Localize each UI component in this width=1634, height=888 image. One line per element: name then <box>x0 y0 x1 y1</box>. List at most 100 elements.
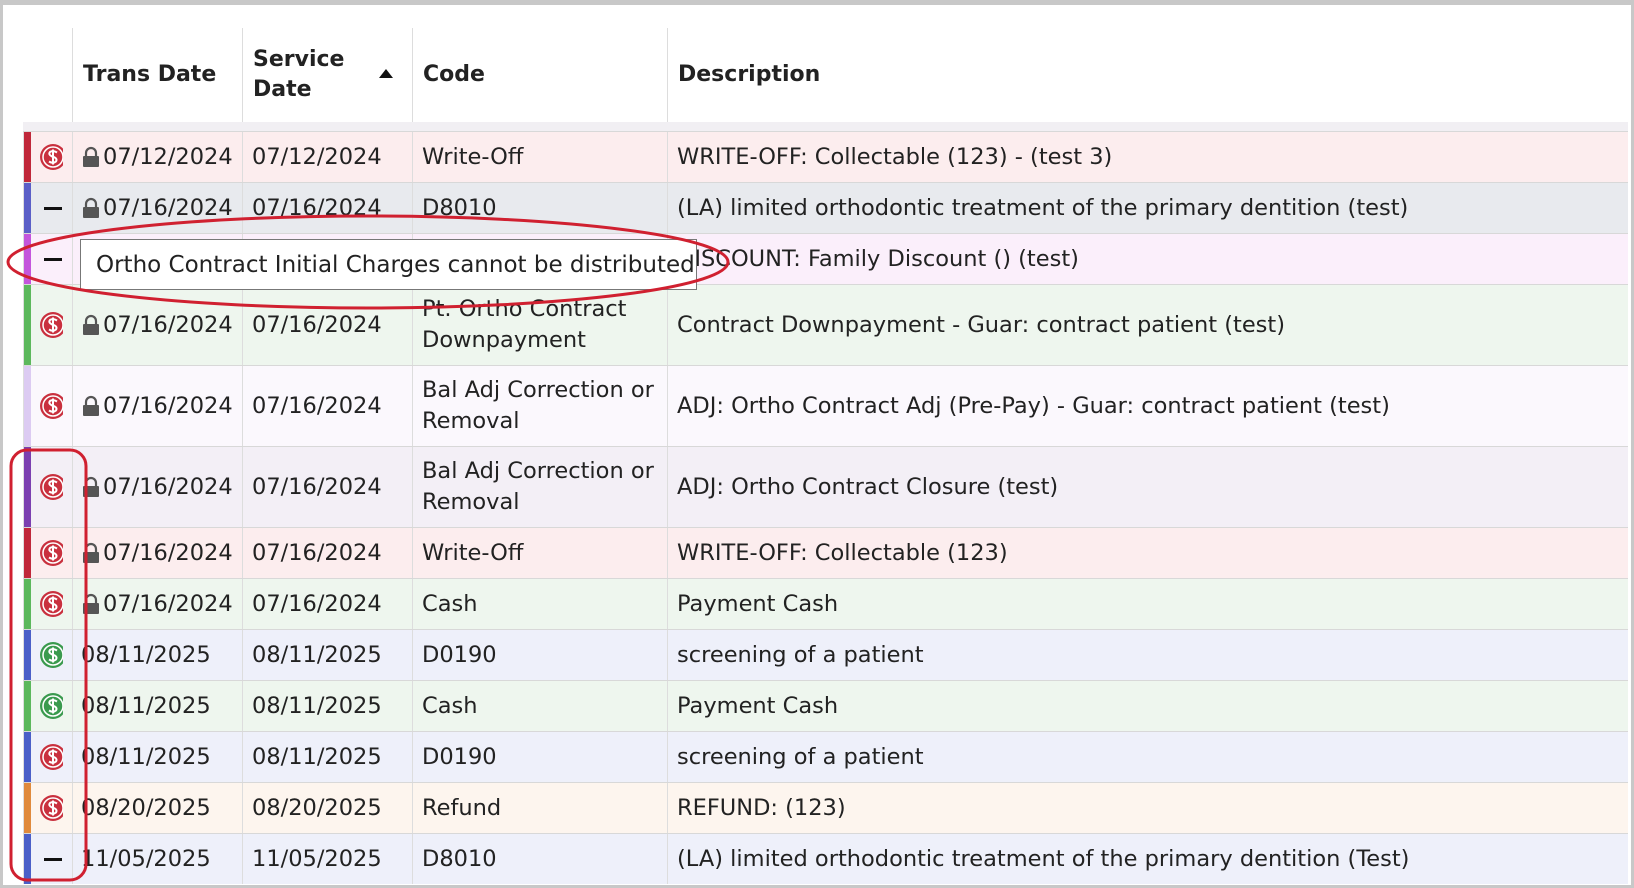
trans-date: 08/11/2025 <box>81 743 211 770</box>
code-cell: D8010 <box>412 834 667 884</box>
description: screening of a patient <box>677 743 924 770</box>
column-header[interactable]: Code <box>412 28 667 122</box>
row-color-bar <box>23 285 31 365</box>
code-cell: Pt. Ortho Contract Downpayment <box>412 285 667 365</box>
description-cell: Payment Cash <box>667 579 1628 629</box>
service-date-cell: 11/05/2025 <box>242 834 412 884</box>
description-cell: WRITE-OFF: Collectable (123) <box>667 528 1628 578</box>
status-icon-cell <box>23 783 72 833</box>
table-row[interactable]: 07/12/2024 07/12/2024 Write-Off WRITE-OFF: … <box>23 131 1628 182</box>
status-icon-cell <box>23 732 72 782</box>
dollar-icon <box>40 144 63 170</box>
trans-date: 07/16/2024 <box>103 539 233 566</box>
trans-date-cell: 08/11/2025 <box>72 630 242 680</box>
tooltip: Ortho Contract Initial Charges cannot be… <box>80 239 697 290</box>
table-row[interactable]: 11/05/2025 11/05/2025 D8010 (LA) limited or… <box>23 833 1628 884</box>
service-date-cell: 07/16/2024 <box>242 528 412 578</box>
code-cell: Bal Adj Correction or Removal <box>412 447 667 527</box>
description: WRITE-OFF: Collectable (123) - (test 3) <box>677 143 1113 170</box>
trans-date-cell: 07/12/2024 <box>72 132 242 182</box>
dash-icon <box>44 207 62 210</box>
description-cell: screening of a patient <box>667 630 1628 680</box>
code-cell: Write-Off <box>412 528 667 578</box>
table-row[interactable]: 08/11/2025 08/11/2025 D0190 screening of a … <box>23 629 1628 680</box>
lock-icon <box>83 197 99 218</box>
lock-icon <box>83 395 99 416</box>
description: (LA) limited orthodontic treatment of th… <box>677 194 1409 221</box>
trans-date: 07/12/2024 <box>103 143 233 170</box>
column-header[interactable]: Description <box>667 28 1628 122</box>
service-date: 07/16/2024 <box>252 311 382 338</box>
service-date: 08/11/2025 <box>252 641 382 668</box>
status-icon-cell <box>23 681 72 731</box>
description: Contract Downpayment - Guar: contract pa… <box>677 311 1286 338</box>
description: ADJ: Ortho Contract Adj (Pre-Pay) - Guar… <box>677 392 1390 419</box>
table-row[interactable]: 07/16/2024 07/16/2024 Bal Adj Correction o… <box>23 365 1628 446</box>
service-date-cell: 07/16/2024 <box>242 183 412 233</box>
dollar-icon <box>40 312 63 338</box>
trans-date: 08/20/2025 <box>81 794 211 821</box>
row-color-bar <box>23 132 31 182</box>
table-row[interactable]: 07/16/2024 07/16/2024 Write-Off WRITE-OFF: … <box>23 527 1628 578</box>
table-row[interactable]: 07/16/2024 07/16/2024 Bal Adj Correction o… <box>23 446 1628 527</box>
code: D8010 <box>422 194 497 221</box>
sort-arrow[interactable] <box>376 66 396 82</box>
dash-icon <box>44 858 62 861</box>
dash-icon <box>44 258 62 261</box>
trans-date-cell: 11/05/2025 <box>72 834 242 884</box>
trans-date-cell: 08/11/2025 <box>72 681 242 731</box>
description-cell: Contract Downpayment - Guar: contract pa… <box>667 285 1628 365</box>
code: Write-Off <box>422 143 524 170</box>
trans-date: 07/16/2024 <box>103 311 233 338</box>
column-header[interactable]: Trans Date <box>72 28 242 122</box>
status-icon-cell <box>23 579 72 629</box>
service-date-cell: 07/16/2024 <box>242 366 412 446</box>
dollar-icon <box>40 795 63 821</box>
service-date-cell: 08/11/2025 <box>242 630 412 680</box>
service-date: 07/16/2024 <box>252 473 382 500</box>
status-icon-cell <box>23 630 72 680</box>
service-date-cell: 07/16/2024 <box>242 579 412 629</box>
status-icon-cell <box>23 447 72 527</box>
service-date-cell: 07/16/2024 <box>242 447 412 527</box>
lock-icon <box>83 593 99 614</box>
code: Cash <box>422 692 478 719</box>
dollar-icon <box>40 693 63 719</box>
trans-date-cell: 08/11/2025 <box>72 732 242 782</box>
description-cell: ADJ: Ortho Contract Adj (Pre-Pay) - Guar… <box>667 366 1628 446</box>
service-date: 07/16/2024 <box>252 590 382 617</box>
code-cell: Refund <box>412 783 667 833</box>
dollar-icon <box>40 642 63 668</box>
code: Bal Adj Correction or Removal <box>422 458 654 515</box>
description: ADJ: Ortho Contract Closure (test) <box>677 473 1059 500</box>
code: Write-Off <box>422 539 524 566</box>
dollar-icon <box>40 540 63 566</box>
table-row[interactable]: 07/16/2024 07/16/2024 Cash Payment Cash <box>23 578 1628 629</box>
description-cell: Payment Cash <box>667 681 1628 731</box>
row-color-bar <box>23 366 31 446</box>
row-color-bar <box>23 183 31 233</box>
service-date: 08/11/2025 <box>252 692 382 719</box>
status-icon-cell <box>23 834 72 884</box>
table-row[interactable]: 07/16/2024 07/16/2024 Pt. Ortho Contract D… <box>23 284 1628 365</box>
trans-date: 07/16/2024 <box>103 194 233 221</box>
lock-icon <box>83 146 99 167</box>
status-icon-cell <box>23 132 72 182</box>
column-header[interactable]: Service Date <box>242 28 412 122</box>
code-cell: Bal Adj Correction or Removal <box>412 366 667 446</box>
table-row[interactable]: 08/11/2025 08/11/2025 Cash Payment Cash <box>23 680 1628 731</box>
table-row[interactable]: 08/11/2025 08/11/2025 D0190 screening of a … <box>23 731 1628 782</box>
header-gap <box>23 122 1628 131</box>
status-icon-cell <box>23 234 72 284</box>
service-date: 08/11/2025 <box>252 743 382 770</box>
trans-date: 08/11/2025 <box>81 641 211 668</box>
table-row[interactable]: 07/16/2024 07/16/2024 D8010 (LA) limited or… <box>23 182 1628 233</box>
table-row[interactable]: 08/20/2025 08/20/2025 Refund REFUND: (123) <box>23 782 1628 833</box>
description: Payment Cash <box>677 590 839 617</box>
trans-date-cell: 07/16/2024 <box>72 183 242 233</box>
code-cell: Write-Off <box>412 132 667 182</box>
lock-icon <box>83 542 99 563</box>
trans-date-cell: 07/16/2024 <box>72 285 242 365</box>
dollar-icon <box>40 744 63 770</box>
